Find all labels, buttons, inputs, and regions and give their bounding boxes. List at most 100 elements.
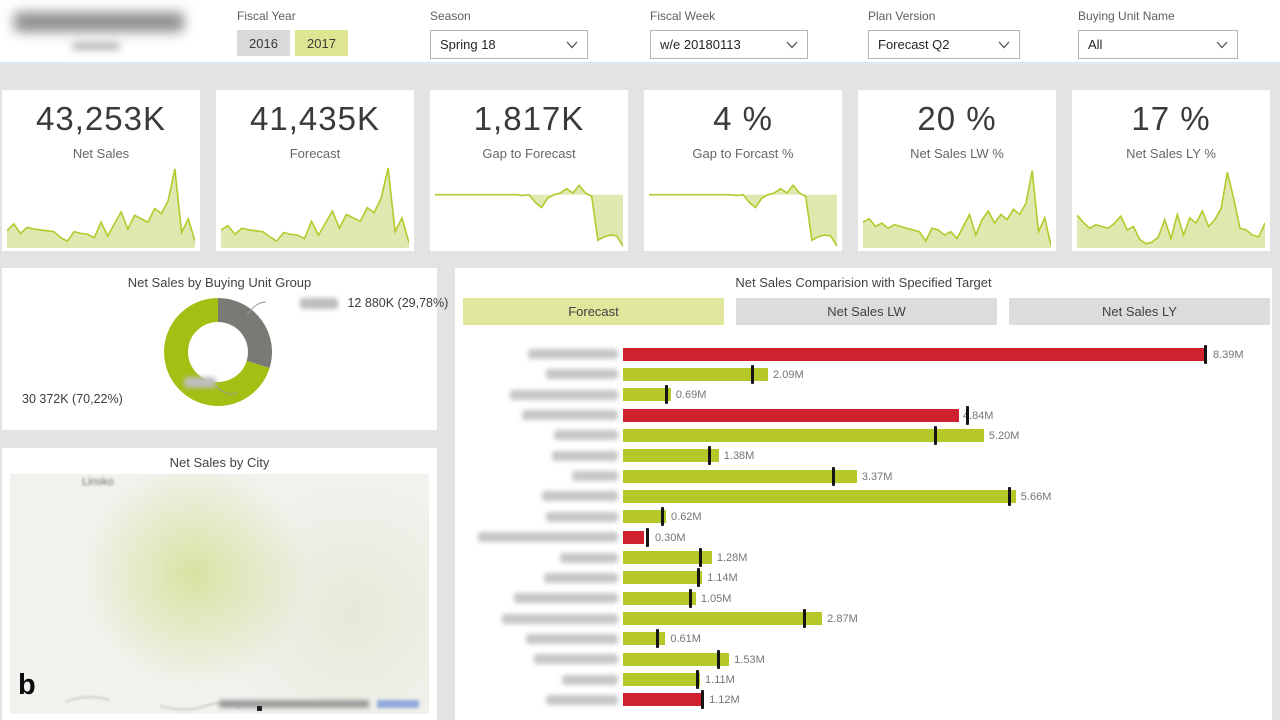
fiscal-week-dropdown[interactable]: w/e 20180113 bbox=[650, 30, 808, 59]
sparkline-line bbox=[221, 168, 409, 243]
bar-value-label: 0.69M bbox=[675, 389, 707, 402]
bar-value-label: 2.87M bbox=[827, 613, 858, 626]
value-bar[interactable] bbox=[623, 408, 959, 422]
fiscal-year-slicer: 2016 2017 bbox=[237, 30, 348, 56]
fiscal-year-2017-button[interactable]: 2017 bbox=[295, 30, 348, 56]
bing-map[interactable]: Linsko b bbox=[10, 474, 429, 714]
target-tick bbox=[664, 385, 668, 405]
value-bar[interactable] bbox=[623, 693, 701, 707]
kpi-card[interactable]: 1,817K Gap to Forecast bbox=[430, 90, 628, 251]
category-label-blurred bbox=[560, 552, 618, 563]
buying-unit-value: All bbox=[1088, 37, 1103, 52]
category-label-blurred bbox=[528, 349, 618, 359]
target-tick bbox=[1204, 344, 1208, 364]
plan-version-dropdown[interactable]: Forecast Q2 bbox=[868, 30, 1020, 59]
fiscal-year-2016-button[interactable]: 2016 bbox=[237, 30, 290, 56]
kpi-sparkline bbox=[435, 162, 623, 248]
value-bar[interactable] bbox=[623, 673, 701, 687]
value-bar[interactable] bbox=[623, 347, 1206, 361]
kpi-card-row: 43,253K Net Sales 41,435K Forecast 1,817… bbox=[2, 90, 1280, 251]
bar-value-label: 0.30M bbox=[654, 531, 686, 544]
kpi-label: Net Sales LY % bbox=[1126, 146, 1216, 161]
target-tick bbox=[698, 548, 702, 567]
kpi-card[interactable]: 43,253K Net Sales bbox=[2, 90, 200, 251]
sparkline-area bbox=[1077, 172, 1265, 248]
kpi-label: Gap to Forecast bbox=[482, 146, 576, 161]
category-label-blurred bbox=[526, 633, 618, 644]
sparkline-area bbox=[863, 170, 1051, 248]
value-bar[interactable] bbox=[623, 571, 703, 585]
category-label-blurred bbox=[546, 694, 618, 705]
bar-value-label: 5.20M bbox=[988, 429, 1020, 442]
plan-version-label: Plan Version bbox=[868, 9, 936, 23]
value-bar[interactable] bbox=[623, 652, 730, 666]
donut-panel: Net Sales by Buying Unit Group 12 880K (… bbox=[2, 268, 448, 430]
bar-value-label: 1.05M bbox=[700, 592, 732, 605]
value-bar[interactable] bbox=[623, 530, 644, 544]
category-label-blurred bbox=[514, 593, 618, 604]
fiscal-week-value: w/e 20180113 bbox=[660, 37, 741, 52]
map-attribution bbox=[219, 700, 419, 708]
value-bar[interactable] bbox=[623, 612, 823, 626]
topbar: Fiscal Year 2016 2017 Season Spring 18 F… bbox=[0, 0, 1280, 64]
fiscal-week-label: Fiscal Week bbox=[650, 9, 716, 23]
value-bar[interactable] bbox=[623, 469, 857, 483]
map-copyright-blurred bbox=[219, 700, 369, 708]
target-tick bbox=[695, 670, 699, 690]
kpi-value: 1,817K bbox=[473, 100, 585, 137]
value-bar[interactable] bbox=[623, 591, 696, 605]
bar-value-label: 1.14M bbox=[707, 572, 738, 585]
measure-tab-strip: Forecast Net Sales LW Net Sales LY bbox=[463, 298, 1270, 325]
value-bar[interactable] bbox=[623, 489, 1016, 503]
chevron-down-icon bbox=[566, 41, 578, 48]
kpi-label: Net Sales LW % bbox=[910, 146, 1004, 161]
map-panel: Net Sales by City Linsko b bbox=[2, 448, 437, 720]
map-marker-dot bbox=[257, 706, 262, 711]
tab-net-sales-ly[interactable]: Net Sales LY bbox=[1009, 298, 1270, 325]
sparkline-line bbox=[649, 185, 837, 246]
category-label-blurred bbox=[572, 471, 618, 482]
sparkline-line bbox=[435, 185, 623, 246]
tab-net-sales-lw[interactable]: Net Sales LW bbox=[736, 298, 997, 325]
kpi-label: Net Sales bbox=[72, 146, 130, 161]
map-city-label: Linsko bbox=[82, 476, 114, 488]
target-tick bbox=[646, 527, 650, 547]
value-bar[interactable] bbox=[623, 632, 666, 646]
bar-value-label: 1.28M bbox=[716, 552, 748, 564]
value-bar[interactable] bbox=[623, 367, 769, 381]
buying-unit-dropdown[interactable]: All bbox=[1078, 30, 1238, 59]
bar-value-label: 4.84M bbox=[962, 409, 994, 422]
value-bar[interactable] bbox=[623, 510, 667, 524]
map-panel-title: Net Sales by City bbox=[169, 455, 270, 470]
category-label-blurred bbox=[522, 410, 618, 421]
season-dropdown[interactable]: Spring 18 bbox=[430, 30, 588, 59]
donut-chart[interactable] bbox=[162, 296, 274, 408]
target-tick bbox=[803, 609, 807, 629]
category-label-blurred bbox=[502, 613, 618, 624]
season-value: Spring 18 bbox=[440, 37, 496, 52]
kpi-sparkline bbox=[649, 162, 837, 248]
value-bar[interactable] bbox=[623, 449, 719, 463]
category-label-blurred bbox=[544, 572, 618, 583]
donut-label-green-segment: 30 372K (70,22%) bbox=[22, 392, 123, 406]
kpi-sparkline bbox=[1077, 162, 1265, 248]
target-tick bbox=[700, 690, 704, 710]
donut-category-blurred bbox=[300, 298, 338, 310]
kpi-card[interactable]: 41,435K Forecast bbox=[216, 90, 414, 251]
kpi-card[interactable]: 4 % Gap to Forcast % bbox=[644, 90, 842, 251]
map-terms-link[interactable] bbox=[377, 700, 419, 708]
kpi-value: 17 % bbox=[1131, 100, 1211, 137]
donut-segment[interactable] bbox=[164, 298, 270, 406]
value-bar[interactable] bbox=[623, 388, 671, 402]
tab-forecast[interactable]: Forecast bbox=[463, 298, 724, 325]
bar-value-label: 1.11M bbox=[705, 674, 735, 687]
bar-value-label: 1.12M bbox=[709, 694, 740, 707]
kpi-card[interactable]: 20 % Net Sales LW % bbox=[858, 90, 1056, 251]
category-label-blurred bbox=[534, 654, 618, 665]
donut-label-gray-segment: 12 880K (29,78%) bbox=[300, 296, 448, 310]
kpi-card[interactable]: 17 % Net Sales LY % bbox=[1072, 90, 1270, 251]
value-bar[interactable] bbox=[623, 551, 712, 564]
donut-segment[interactable] bbox=[217, 298, 272, 368]
value-bar[interactable] bbox=[623, 428, 984, 442]
